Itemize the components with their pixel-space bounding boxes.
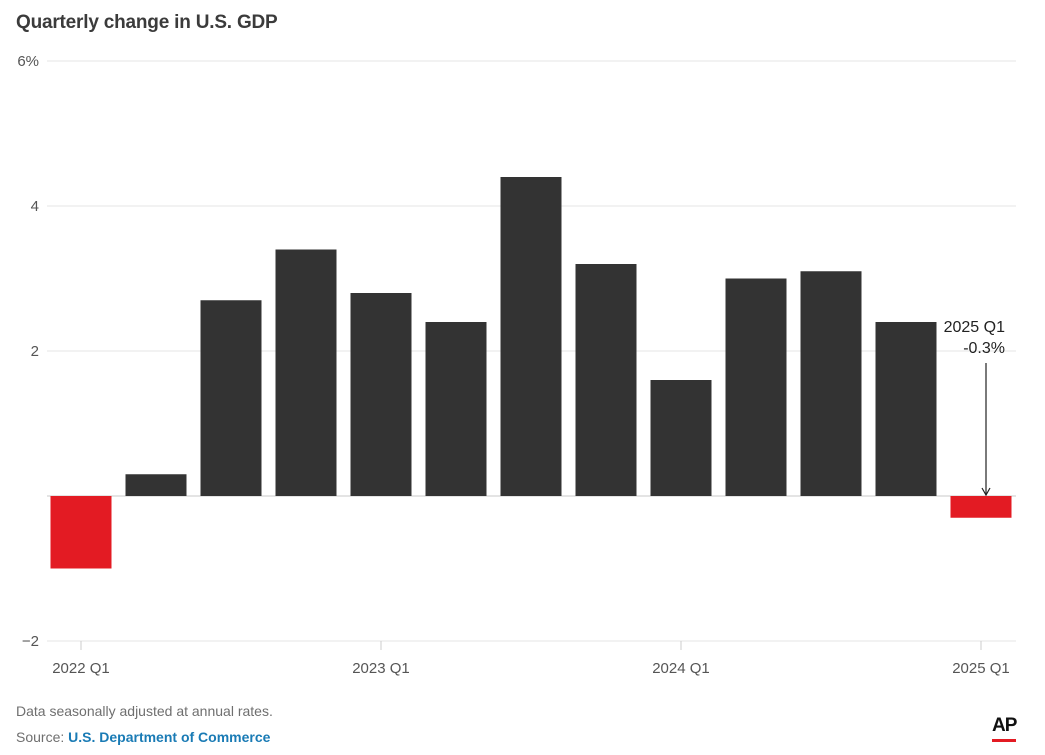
x-tick-label: 2024 Q1 — [652, 660, 710, 677]
bar-2023-q3 — [500, 177, 562, 496]
bar-2024-q2 — [725, 278, 787, 496]
x-tick-label: 2022 Q1 — [52, 660, 110, 677]
bar-2022-q2 — [125, 474, 187, 496]
bar-2024-q3 — [800, 271, 862, 496]
bar-2025-q1 — [950, 496, 1012, 518]
y-axis-tick-labels: −2 2 4 6% — [17, 53, 39, 650]
x-axis-ticks: 2022 Q1 2023 Q1 2024 Q1 2025 Q1 — [52, 641, 1010, 677]
footnote: Data seasonally adjusted at annual rates… — [16, 703, 273, 719]
bar-2022-q4 — [275, 249, 337, 496]
y-tick-label: 2 — [31, 343, 39, 360]
annotation-arrow-head — [981, 487, 991, 497]
bar-chart: −2 2 4 6% 2022 Q1 2023 Q1 2024 Q1 2025 Q1 2025… — [17, 53, 1016, 677]
source-prefix: Source: — [16, 729, 69, 745]
y-tick-label: 4 — [31, 198, 39, 215]
y-tick-label: 6% — [17, 53, 39, 70]
annotation-value: -0.3% — [963, 340, 1005, 357]
bar-2022-q3 — [200, 300, 262, 496]
y-tick-label: −2 — [22, 633, 39, 650]
annotation: 2025 Q1 -0.3% — [944, 319, 1005, 497]
source-line: Source: U.S. Department of Commerce — [16, 729, 270, 745]
annotation-label: 2025 Q1 — [944, 319, 1005, 336]
bar-2022-q1 — [50, 496, 112, 569]
x-tick-label: 2023 Q1 — [352, 660, 410, 677]
source-link[interactable]: U.S. Department of Commerce — [68, 729, 271, 745]
bar-2023-q1 — [350, 293, 412, 496]
bar-2023-q2 — [425, 322, 487, 496]
ap-logo: AP — [992, 715, 1017, 736]
bar-2023-q4 — [575, 264, 637, 496]
x-tick-label: 2025 Q1 — [952, 660, 1010, 677]
bar-2024-q1 — [650, 380, 712, 496]
bar-2024-q4 — [875, 322, 937, 496]
ap-logo-underline — [992, 739, 1016, 742]
chart-title: Quarterly change in U.S. GDP — [16, 12, 278, 33]
bars — [50, 177, 1012, 569]
